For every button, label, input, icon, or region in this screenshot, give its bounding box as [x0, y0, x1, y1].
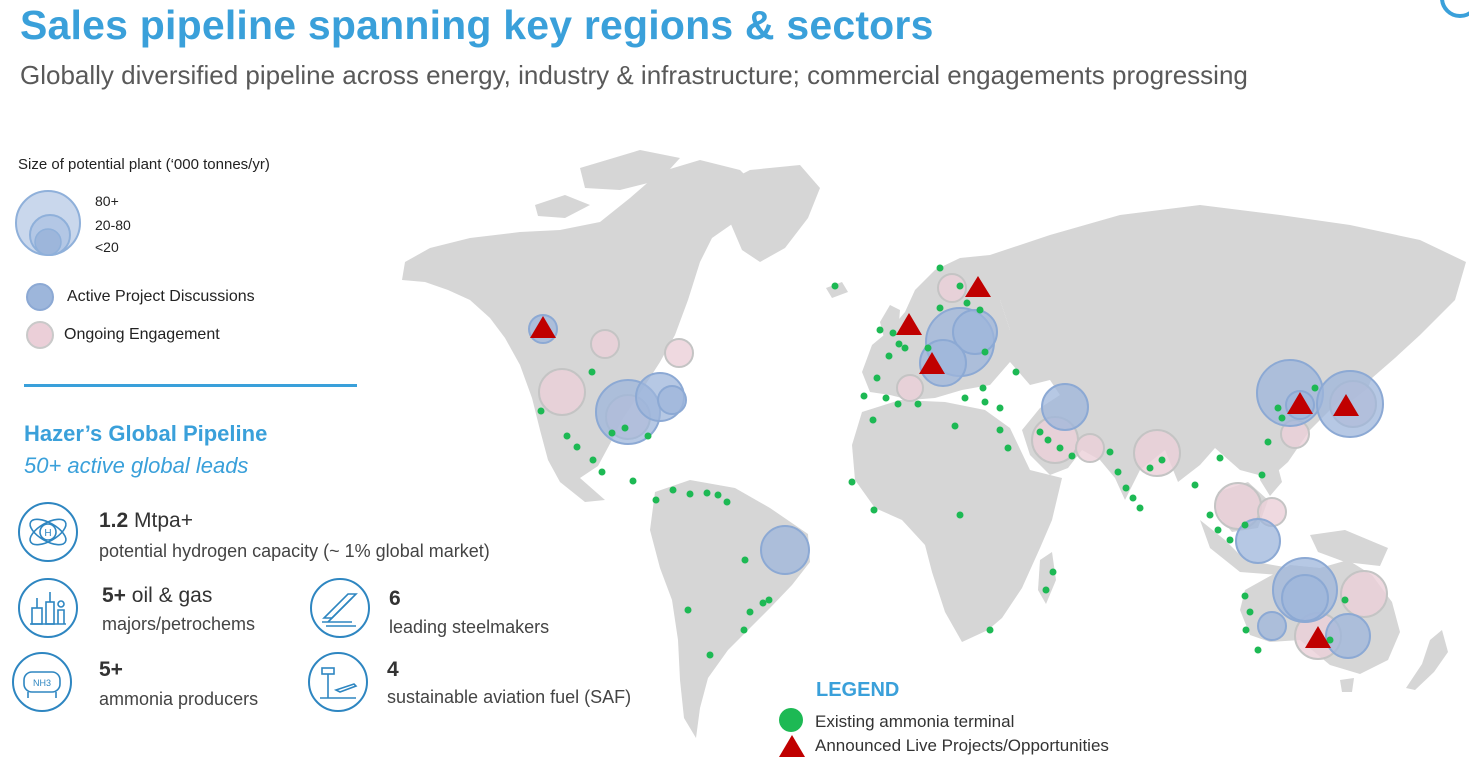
stat-ammonia-main: 5+ — [99, 658, 123, 682]
south-america — [650, 480, 810, 738]
terminal-legend-swatch — [779, 708, 803, 732]
arctic-islands — [535, 195, 590, 218]
stat-saf-value: 4 — [387, 658, 399, 681]
page-title: Sales pipeline spanning key regions & se… — [20, 2, 934, 48]
marker-eastern-europe — [919, 339, 967, 387]
marker-middle-east — [1041, 383, 1089, 431]
project-netherlands — [896, 313, 922, 335]
stat-oilgas-value: 5+ — [102, 584, 126, 607]
marker-us-midwest — [590, 329, 620, 359]
greenland — [715, 165, 820, 262]
marker-us-northeast — [664, 338, 694, 368]
active-discussion-markers — [528, 307, 1384, 659]
new-guinea — [1310, 530, 1388, 566]
project-japan — [1333, 394, 1359, 416]
marker-gulf — [1075, 433, 1105, 463]
marker-us-east-coast-inner — [657, 385, 687, 415]
stat-hydrogen-unit: Mtpa+ — [134, 509, 193, 532]
stat-oilgas-main: 5+ oil & gas — [102, 584, 212, 608]
ongoing-engagement-label: Ongoing Engagement — [64, 326, 220, 343]
asia — [990, 205, 1466, 500]
marker-western-australia-inner — [1281, 574, 1329, 622]
active-discussion-label: Active Project Discussions — [67, 288, 255, 305]
ammonia-terminal-markers — [537, 264, 1349, 659]
stat-hydrogen-main: 1.2 Mtpa+ — [99, 509, 193, 533]
project-legend-label: Announced Live Projects/Opportunities — [815, 736, 1109, 755]
ongoing-engagement-swatch — [26, 321, 54, 349]
stat-steel-main: 6 — [389, 587, 401, 611]
north-america — [402, 160, 760, 502]
stat-saf-main: 4 — [387, 658, 399, 682]
stat-ammonia-desc: ammonia producers — [99, 689, 259, 709]
stat-steel-desc: leading steelmakers — [389, 617, 550, 637]
marker-us-west — [538, 368, 586, 416]
pipeline-leads: 50+ active global leads — [24, 453, 249, 478]
world-map — [402, 150, 1466, 738]
marker-brazil — [760, 525, 810, 575]
marker-eastern-australia — [1340, 570, 1388, 618]
project-canada — [530, 316, 556, 338]
stat-oilgas-unit: oil & gas — [131, 584, 213, 607]
stat-ammonia-value: 5+ — [99, 658, 123, 681]
project-central-europe — [919, 352, 945, 374]
nh3-tank-icon: NH3 — [12, 652, 72, 712]
refinery-icon — [18, 578, 78, 638]
marker-northern-europe-inner — [952, 309, 998, 355]
marker-india — [1133, 429, 1181, 477]
new-zealand — [1406, 630, 1448, 690]
size-legend-medium: 20-80 — [95, 217, 131, 233]
marker-south-east-australia — [1325, 613, 1371, 659]
project-china — [1287, 392, 1313, 414]
size-legend-circles-icon — [15, 190, 81, 256]
project-legend-swatch — [779, 735, 805, 757]
section-divider — [24, 384, 357, 387]
stat-hydrogen-desc: potential hydrogen capacity (~ 1% global… — [99, 541, 490, 561]
stat-steel-value: 6 — [389, 587, 401, 610]
company-logo-icon — [1440, 0, 1469, 18]
marker-south-west-australia — [1257, 611, 1287, 641]
terminal-legend-label: Existing ammonia terminal — [815, 712, 1015, 731]
madagascar — [1038, 552, 1056, 604]
active-discussion-swatch — [26, 283, 54, 311]
size-legend-large: 80+ — [95, 193, 119, 209]
tasmania — [1340, 678, 1354, 692]
svg-text:H: H — [44, 528, 51, 539]
british-isles — [880, 305, 900, 338]
size-legend-small: <20 — [95, 239, 119, 255]
project-scandinavia — [965, 276, 991, 297]
size-legend-title: Size of potential plant (‘000 tonnes/yr) — [18, 156, 270, 173]
project-australia — [1305, 626, 1331, 648]
page-subtitle: Globally diversified pipeline across ene… — [20, 60, 1248, 90]
marker-scandinavia — [937, 273, 967, 303]
stat-saf-desc: sustainable aviation fuel (SAF) — [387, 687, 632, 707]
live-project-markers — [530, 276, 1359, 648]
philippines — [1260, 456, 1282, 496]
marker-indonesia — [1235, 518, 1281, 564]
canadian-arctic — [580, 150, 680, 190]
africa — [852, 400, 1062, 642]
hydrogen-atom-icon: H — [18, 502, 78, 562]
steel-beam-icon — [310, 578, 370, 638]
map-legend-heading: LEGEND — [816, 679, 900, 701]
pipeline-heading: Hazer’s Global Pipeline — [24, 421, 268, 446]
airport-plane-icon — [308, 652, 368, 712]
marker-southern-europe — [896, 374, 924, 402]
stat-oilgas-desc: majors/petrochems — [102, 614, 256, 634]
stat-hydrogen-value: 1.2 — [99, 509, 129, 532]
svg-text:NH3: NH3 — [33, 678, 51, 688]
